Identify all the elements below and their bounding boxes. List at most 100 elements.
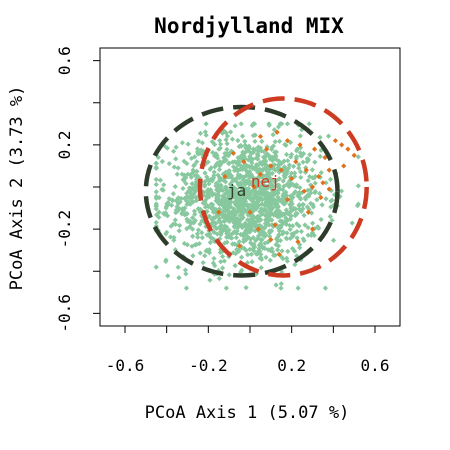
point-ja: [302, 196, 309, 202]
point-ja: [180, 185, 186, 192]
point-ja: [255, 176, 261, 182]
point-ja: [300, 159, 306, 165]
point-ja: [188, 155, 195, 162]
point-ja: [266, 121, 272, 127]
point-ja: [190, 253, 196, 259]
point-ja: [250, 132, 257, 139]
point-ja: [292, 262, 298, 268]
y-axis: -0.6 -0.2 0.2 0.6: [55, 46, 100, 333]
point-ja: [191, 208, 198, 214]
point-ja: [219, 198, 225, 204]
point-ja: [255, 174, 262, 180]
point-ja: [261, 233, 268, 240]
point-ja: [264, 144, 270, 150]
point-ja: [275, 184, 281, 190]
point-ja: [263, 207, 269, 213]
point-ja: [255, 153, 261, 159]
point-ja: [261, 182, 267, 189]
point-ja: [272, 188, 278, 194]
point-ja: [222, 170, 228, 176]
point-ja: [238, 180, 244, 186]
point-ja: [291, 248, 298, 254]
point-ja: [200, 260, 206, 266]
point-nej: [320, 180, 326, 186]
point-ja: [243, 285, 249, 291]
point-ja: [293, 182, 300, 188]
point-ja: [241, 196, 248, 202]
point-ja: [274, 207, 280, 213]
point-ja: [238, 254, 245, 260]
point-ja: [263, 162, 269, 168]
point-ja: [240, 188, 246, 194]
point-ja: [265, 169, 271, 176]
point-ja: [206, 248, 212, 254]
point-nej: [309, 184, 316, 190]
point-ja: [262, 153, 268, 159]
point-ja: [275, 162, 281, 168]
point-ja: [163, 205, 169, 211]
point-ja: [268, 177, 275, 183]
y-axis-label: PCoA Axis 2 (3.73 %): [7, 86, 27, 291]
point-ja: [165, 273, 171, 279]
point-ja: [179, 210, 185, 216]
point-ja: [279, 221, 285, 228]
point-ja: [234, 174, 241, 181]
point-ja: [221, 258, 227, 264]
point-ja: [288, 193, 294, 199]
point-ja: [194, 146, 201, 152]
point-ja: [257, 255, 263, 261]
point-ja: [229, 184, 235, 190]
point-ja: [206, 181, 212, 187]
point-ja: [172, 221, 179, 228]
point-ja: [298, 174, 304, 181]
point-ja: [207, 239, 213, 246]
point-ja: [219, 265, 226, 271]
point-ja: [255, 144, 261, 150]
point-ja: [184, 216, 190, 222]
point-ja: [264, 192, 270, 199]
point-ja: [330, 237, 337, 243]
point-ja: [216, 167, 223, 173]
point-ja: [256, 202, 262, 209]
point-ja: [270, 143, 277, 149]
point-ja: [274, 201, 280, 207]
point-ja: [312, 188, 318, 195]
point-ja: [258, 189, 265, 195]
point-ja: [292, 189, 298, 195]
point-ja: [259, 173, 265, 179]
point-nej: [351, 152, 357, 159]
point-ja: [202, 183, 208, 189]
point-ja: [234, 246, 240, 253]
point-ja: [263, 199, 269, 205]
point-ja: [283, 142, 289, 148]
point-ja: [209, 178, 215, 184]
point-ja: [203, 121, 209, 127]
point-ja: [159, 158, 165, 165]
point-ja: [190, 233, 196, 239]
point-ja: [241, 165, 247, 171]
point-ja: [267, 166, 273, 172]
point-ja: [280, 229, 286, 235]
point-ja: [194, 168, 200, 175]
point-ja: [183, 285, 190, 291]
point-ja: [266, 200, 273, 206]
point-ja: [167, 234, 174, 240]
point-ja: [294, 210, 300, 217]
point-ja: [280, 178, 286, 184]
point-ja: [300, 151, 307, 157]
point-ja: [327, 176, 334, 183]
point-ja: [297, 196, 304, 202]
point-ja: [283, 207, 290, 213]
point-ja: [215, 172, 221, 178]
point-ja: [329, 197, 335, 203]
point-ja: [220, 212, 226, 218]
point-ja: [245, 177, 251, 183]
point-ja: [194, 159, 200, 165]
point-ja: [271, 127, 277, 133]
point-ja: [273, 153, 279, 160]
point-nej: [332, 138, 339, 144]
ellipse-nej: [197, 96, 369, 278]
point-ja: [305, 187, 311, 193]
point-nej: [345, 146, 351, 152]
point-ja: [293, 154, 300, 160]
